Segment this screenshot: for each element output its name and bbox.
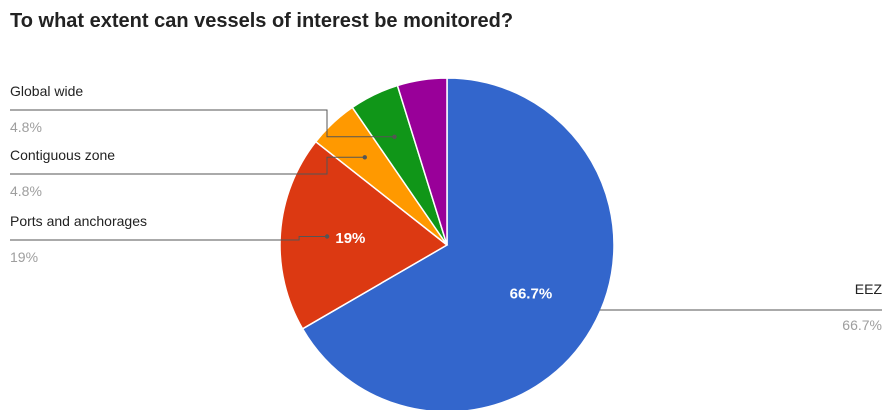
callout-dot-global-wide bbox=[392, 134, 397, 139]
callout-line-ports-and-anchorages bbox=[10, 236, 328, 241]
slice-label-eez: 66.7% bbox=[510, 285, 553, 302]
slice-label-ports-and-anchorages: 19% bbox=[335, 230, 365, 247]
pie-slice-eez bbox=[301, 77, 615, 410]
callout-dot-contiguous-zone bbox=[362, 155, 367, 160]
callout-percent-eez: 66.7% bbox=[842, 317, 882, 333]
callout-name-contiguous-zone: Contiguous zone bbox=[10, 147, 115, 163]
callout-line-contiguous-zone bbox=[10, 156, 365, 175]
callout-dot-ports-and-anchorages bbox=[324, 234, 330, 239]
callout-name-eez: EEZ bbox=[855, 281, 883, 297]
callout-percent-contiguous-zone: 4.8% bbox=[10, 183, 42, 199]
callout-percent-ports-and-anchorages: 19% bbox=[10, 249, 38, 265]
callout-percent-global-wide: 4.8% bbox=[10, 119, 42, 135]
pie-slice-unlabeled-4 bbox=[396, 77, 448, 246]
pie-slice-ports-and-anchorages bbox=[279, 140, 449, 330]
callout-name-global-wide: Global wide bbox=[10, 83, 83, 99]
callout-name-ports-and-anchorages: Ports and anchorages bbox=[10, 213, 147, 229]
callout-line-global-wide bbox=[10, 109, 395, 138]
chart-title: To what extent can vessels of interest b… bbox=[10, 10, 514, 32]
